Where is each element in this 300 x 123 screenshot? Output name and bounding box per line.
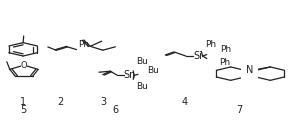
Text: 5: 5 — [20, 105, 26, 115]
Text: Bu: Bu — [136, 57, 148, 66]
Text: Bu: Bu — [147, 66, 159, 75]
Text: N: N — [246, 65, 253, 75]
Text: Ph: Ph — [205, 40, 216, 49]
Text: 3: 3 — [101, 97, 107, 107]
Text: Ph: Ph — [220, 45, 231, 54]
Text: 2: 2 — [57, 97, 64, 107]
Text: 6: 6 — [112, 105, 119, 115]
Text: O: O — [21, 61, 27, 70]
Text: Sn: Sn — [123, 70, 135, 80]
Text: Si: Si — [193, 51, 202, 61]
Text: 1: 1 — [20, 97, 26, 107]
Text: Ph: Ph — [219, 58, 230, 67]
Text: 7: 7 — [236, 105, 243, 115]
Text: 4: 4 — [181, 97, 188, 107]
Text: Ph: Ph — [78, 40, 89, 49]
Text: Bu: Bu — [136, 82, 148, 91]
